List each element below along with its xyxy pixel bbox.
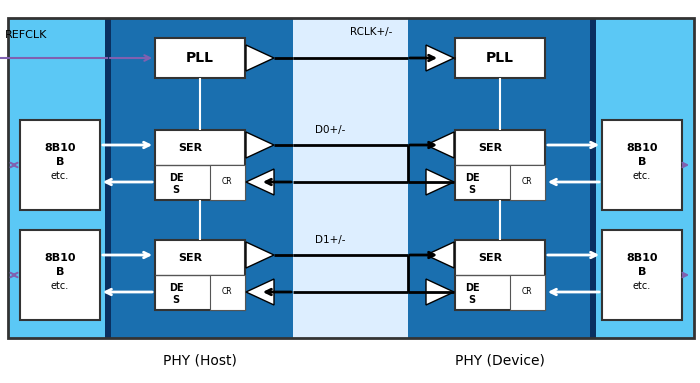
Bar (210, 275, 245, 310)
Bar (20, 230, 100, 320)
Bar (155, 38, 245, 78)
Bar (455, 38, 545, 78)
Text: B: B (638, 267, 646, 277)
Bar (155, 130, 245, 200)
Text: PHY (Device): PHY (Device) (455, 353, 545, 367)
Text: CR: CR (222, 177, 232, 187)
Text: 8B10: 8B10 (44, 253, 76, 263)
Bar (293, 18, 408, 338)
Bar (105, 18, 111, 338)
Text: SER: SER (478, 143, 502, 153)
Bar (590, 18, 596, 338)
Polygon shape (246, 169, 274, 195)
Polygon shape (246, 45, 274, 71)
Bar (510, 275, 545, 310)
Text: B: B (56, 267, 64, 277)
Polygon shape (426, 242, 454, 268)
Text: SER: SER (178, 143, 202, 153)
Bar (210, 165, 245, 200)
Text: S: S (172, 295, 180, 305)
Bar (8, 18, 694, 338)
Polygon shape (246, 242, 274, 268)
Text: PLL: PLL (186, 51, 214, 65)
Text: PHY (Host): PHY (Host) (163, 353, 237, 367)
Text: D1+/-: D1+/- (315, 235, 346, 245)
Text: S: S (172, 185, 180, 195)
Bar (20, 120, 100, 210)
Text: DE: DE (465, 173, 480, 183)
Text: PLL: PLL (486, 51, 514, 65)
Text: etc.: etc. (633, 171, 651, 181)
Bar (510, 165, 545, 200)
Bar (596, 18, 694, 338)
Text: etc.: etc. (633, 281, 651, 291)
Text: S: S (468, 295, 475, 305)
Bar (602, 230, 682, 320)
Text: S: S (468, 185, 475, 195)
Bar (602, 120, 682, 210)
Text: B: B (638, 157, 646, 167)
Bar (455, 240, 545, 310)
Polygon shape (426, 279, 454, 305)
Text: DE: DE (465, 283, 480, 293)
Text: SER: SER (178, 253, 202, 263)
Text: 8B10: 8B10 (626, 253, 658, 263)
Text: etc.: etc. (51, 281, 69, 291)
Text: D0+/-: D0+/- (315, 125, 345, 135)
Text: DE: DE (169, 283, 183, 293)
Text: SER: SER (478, 253, 502, 263)
Polygon shape (246, 279, 274, 305)
Text: B: B (56, 157, 64, 167)
Text: 8B10: 8B10 (626, 143, 658, 153)
Polygon shape (426, 132, 454, 158)
Text: DE: DE (169, 173, 183, 183)
Polygon shape (426, 169, 454, 195)
Polygon shape (426, 45, 454, 71)
Bar (108, 18, 293, 338)
Text: REFCLK: REFCLK (5, 30, 48, 40)
Polygon shape (246, 132, 274, 158)
Text: 8B10: 8B10 (44, 143, 76, 153)
Bar (455, 130, 545, 200)
Text: RCLK+/-: RCLK+/- (350, 27, 393, 37)
Text: CR: CR (522, 177, 532, 187)
Bar (8, 18, 108, 338)
Text: CR: CR (522, 288, 532, 296)
Bar (155, 240, 245, 310)
Bar (408, 18, 593, 338)
Text: etc.: etc. (51, 171, 69, 181)
Text: CR: CR (222, 288, 232, 296)
